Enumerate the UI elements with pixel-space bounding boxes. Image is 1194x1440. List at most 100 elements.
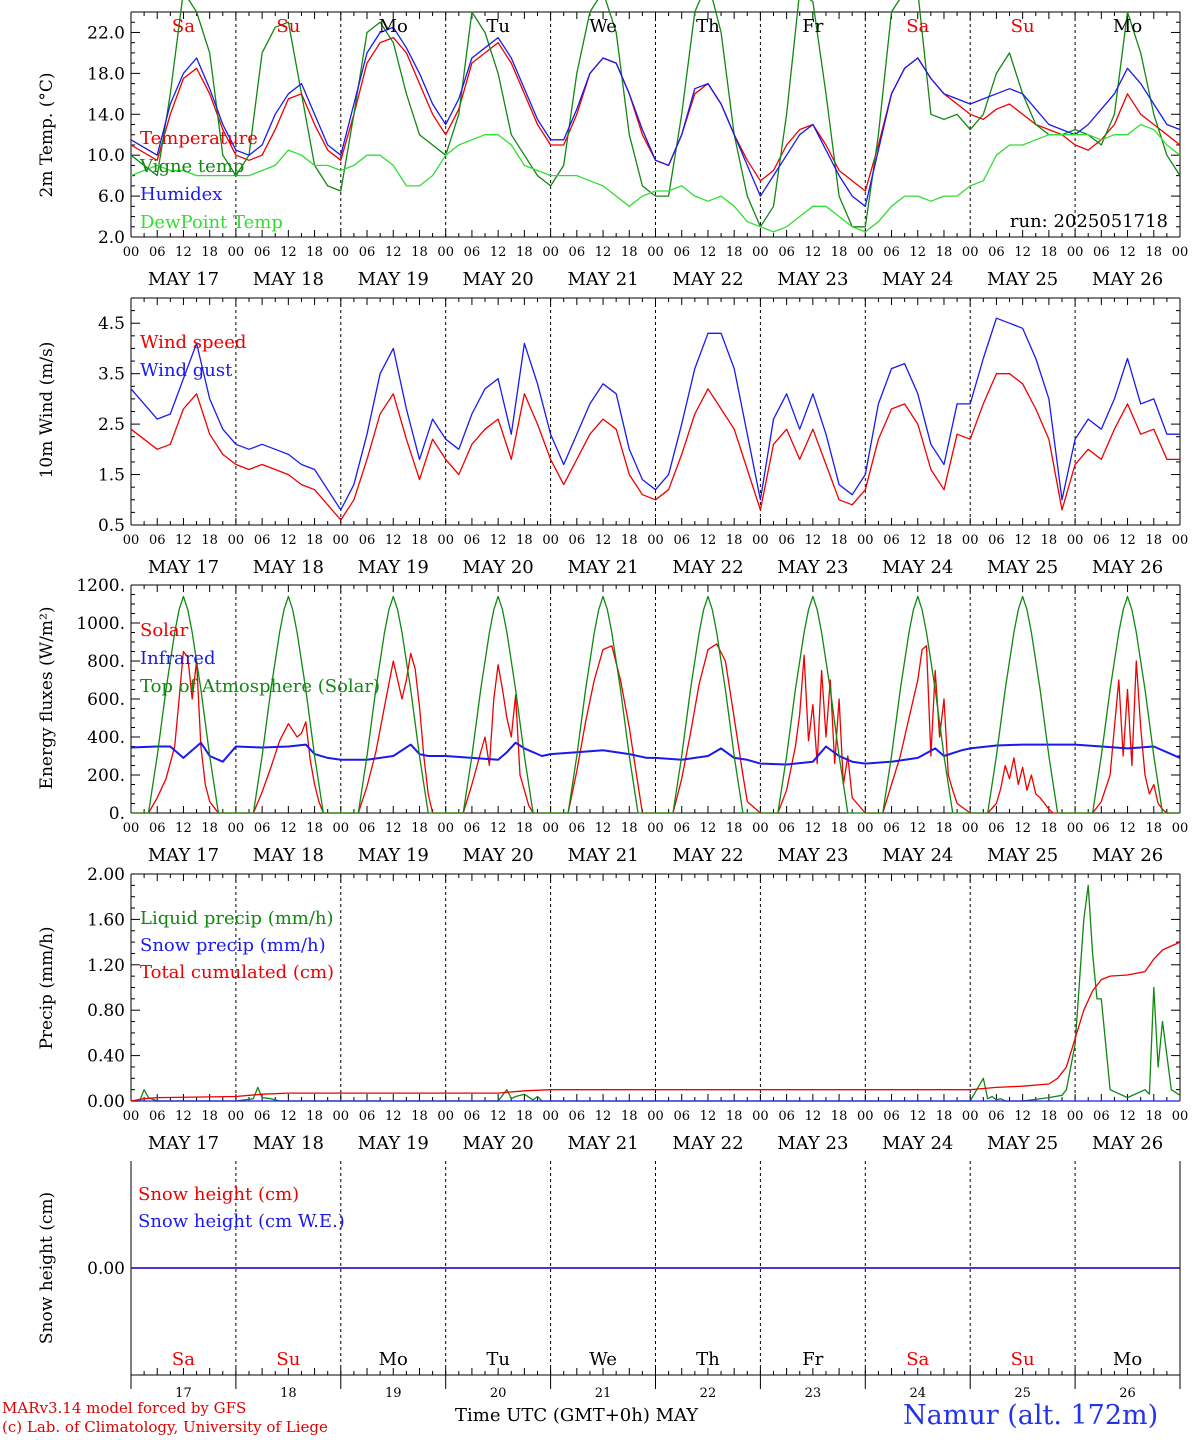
- day-name-bottom: Sa: [906, 1349, 929, 1370]
- hour-tick-label: 12: [280, 1109, 297, 1124]
- hour-tick-label: 00: [857, 245, 874, 260]
- x-axis-title: Time UTC (GMT+0h) MAY: [455, 1405, 698, 1426]
- hour-tick-label: 12: [280, 533, 297, 548]
- hour-tick-label: 12: [1119, 245, 1136, 260]
- day-number: 24: [909, 1386, 926, 1401]
- hour-tick-label: 12: [175, 245, 192, 260]
- hour-tick-label: 06: [569, 245, 586, 260]
- hour-tick-label: 12: [909, 533, 926, 548]
- hour-tick-label: 00: [123, 245, 140, 260]
- hour-tick-label: 00: [228, 533, 245, 548]
- hour-tick-label: 12: [805, 1109, 822, 1124]
- y-tick-label: 0.40: [87, 1047, 125, 1067]
- date-label: MAY 22: [672, 1133, 743, 1154]
- model-credit-line1: MARv3.14 model forced by GFS: [2, 1399, 247, 1417]
- y-tick-label: 2.00: [87, 865, 125, 885]
- hour-tick-label: 00: [752, 533, 769, 548]
- hour-tick-label: 00: [333, 245, 350, 260]
- hour-tick-label: 18: [1041, 245, 1058, 260]
- hour-tick-label: 12: [385, 821, 402, 836]
- day-name-top: Mo: [1113, 16, 1142, 37]
- date-label: MAY 26: [1092, 269, 1163, 290]
- hour-tick-label: 18: [516, 821, 533, 836]
- hour-tick-label: 18: [621, 245, 638, 260]
- y-tick-label: 200.: [87, 766, 125, 786]
- hour-tick-label: 12: [805, 821, 822, 836]
- hour-tick-label: 12: [1119, 533, 1136, 548]
- day-name-top: We: [589, 16, 617, 37]
- hour-tick-label: 06: [673, 1109, 690, 1124]
- panel-4: 0.00 0.40 0.80 1.20 1.60 2.00 Precip (mm/h) 00 0…: [37, 865, 1188, 1154]
- date-label: MAY 21: [567, 557, 638, 578]
- y-axis-title: 2m Temp. (°C): [37, 72, 57, 197]
- hour-tick-label: 00: [962, 533, 979, 548]
- hour-tick-label: 12: [700, 821, 717, 836]
- hour-tick-label: 06: [359, 821, 376, 836]
- hour-tick-label: 00: [333, 1109, 350, 1124]
- legend-entry: Vigne temp: [139, 156, 244, 177]
- hour-tick-label: 18: [411, 533, 428, 548]
- y-tick-label: 3.5: [98, 365, 125, 385]
- series-line-total-cumulated-cm-: [130, 941, 1181, 1102]
- series-line-dewpoint-temp: [130, 123, 1181, 233]
- hour-tick-label: 00: [752, 1109, 769, 1124]
- hour-tick-label: 18: [201, 1109, 218, 1124]
- hour-tick-label: 12: [175, 1109, 192, 1124]
- day-name-bottom: Su: [1011, 1349, 1035, 1370]
- hour-tick-label: 00: [542, 1109, 559, 1124]
- hour-tick-label: 12: [385, 245, 402, 260]
- hour-tick-label: 06: [464, 1109, 481, 1124]
- hour-tick-label: 18: [411, 821, 428, 836]
- hour-tick-label: 06: [464, 821, 481, 836]
- hour-tick-label: 18: [936, 533, 953, 548]
- hour-tick-label: 18: [1146, 1109, 1163, 1124]
- legend-entry: Top of Atmosphere (Solar): [140, 676, 380, 697]
- day-name-top: Su: [276, 16, 300, 37]
- day-name-bottom: We: [589, 1349, 617, 1370]
- hour-tick-label: 00: [647, 821, 664, 836]
- hour-tick-label: 00: [962, 245, 979, 260]
- day-name-bottom: Th: [696, 1349, 720, 1370]
- hour-tick-label: 00: [228, 821, 245, 836]
- date-label: MAY 25: [987, 1133, 1058, 1154]
- series-line-solar: [131, 643, 1180, 814]
- hour-tick-label: 06: [149, 533, 166, 548]
- hour-tick-label: 00: [857, 533, 874, 548]
- hour-tick-label: 00: [752, 821, 769, 836]
- legend-entry: Snow height (cm W.E.): [138, 1211, 345, 1232]
- hour-tick-label: 06: [569, 1109, 586, 1124]
- hour-tick-label: 00: [1172, 245, 1189, 260]
- day-number: 18: [280, 1386, 297, 1401]
- hour-tick-label: 12: [175, 533, 192, 548]
- hour-tick-label: 18: [831, 1109, 848, 1124]
- series-line-top-of-atmosphere-solar-: [131, 595, 1180, 814]
- panel-5: 0.00 Snow height (cm) Snow height (cm) Snow…: [37, 1161, 1181, 1376]
- y-tick-label: 400.: [87, 728, 125, 748]
- hour-tick-label: 00: [1172, 1109, 1189, 1124]
- day-name-top: Tu: [486, 16, 510, 37]
- x-axis-month: MAY: [655, 1405, 699, 1426]
- hour-tick-label: 18: [831, 821, 848, 836]
- day-number: 23: [805, 1386, 822, 1401]
- hour-tick-label: 12: [490, 821, 507, 836]
- day-name-top: Sa: [906, 16, 929, 37]
- date-label: MAY 26: [1092, 845, 1163, 866]
- hour-tick-label: 12: [1014, 533, 1031, 548]
- date-label: MAY 26: [1092, 557, 1163, 578]
- y-tick-label: 0.80: [87, 1001, 125, 1021]
- hour-tick-label: 06: [883, 245, 900, 260]
- y-tick-label: 18.0: [87, 64, 125, 84]
- hour-tick-label: 18: [1146, 245, 1163, 260]
- hour-tick-label: 06: [673, 821, 690, 836]
- hour-tick-label: 06: [1093, 1109, 1110, 1124]
- panel-1: 2.0 6.0 10.0 14.0 18.0 22.0 2m Temp. (°C) 00 06 1…: [37, 0, 1188, 290]
- day-number: 22: [700, 1386, 717, 1401]
- hour-tick-label: 12: [909, 821, 926, 836]
- hour-tick-label: 00: [1172, 821, 1189, 836]
- legend-entry: Solar: [140, 620, 189, 641]
- hour-tick-label: 06: [883, 821, 900, 836]
- model-credit: MARv3.14 model forced by GFS (c) Lab. of…: [2, 1399, 328, 1437]
- hour-tick-label: 12: [1014, 1109, 1031, 1124]
- legend-entry: Wind gust: [140, 360, 233, 381]
- hour-tick-label: 06: [778, 821, 795, 836]
